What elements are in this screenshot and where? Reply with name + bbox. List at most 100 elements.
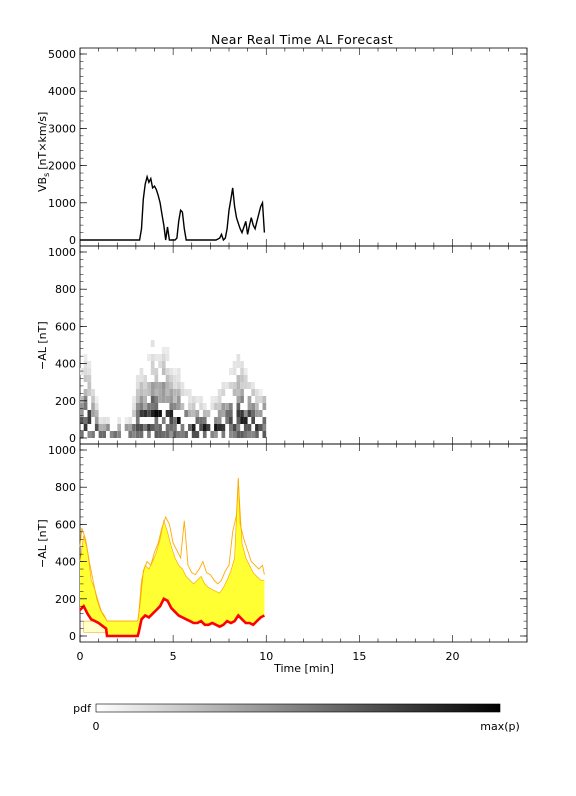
pdf-cell [161,396,166,403]
pdf-cell [184,410,188,417]
pdf-cell [217,410,222,417]
pdf-cell [83,424,88,431]
pdf-cell [217,417,222,424]
pdf-cell [132,431,136,438]
pdf-cell [243,417,248,424]
pdf-cell [83,396,88,403]
pdf-cell [202,410,207,417]
pdf-cell [94,417,99,424]
pdf-cell [135,410,140,417]
pdf-cell [262,417,267,424]
pdf-cell [158,354,162,361]
y-tick-label: 200 [55,593,76,606]
pdf-cell [188,389,192,396]
pdf-cell [217,424,222,431]
pdf-cell [199,403,203,410]
pdf-cell [173,396,177,403]
pdf-cell [258,389,263,396]
pdf-cell [83,361,88,368]
pdf-cell [262,424,267,431]
pdf-cell [247,410,252,417]
pdf-cell [158,361,162,368]
pdf-cell [143,396,147,403]
median-line [79,597,265,638]
pdf-cell [83,403,88,410]
pdf-cell [232,382,237,389]
pdf-cell [243,382,248,389]
y-tick-label: 200 [55,395,76,408]
pdf-cell [229,417,233,424]
colorbar [95,703,501,713]
pdf-cell [91,389,95,396]
pdf-cell [161,361,166,368]
pdf-cell [188,396,192,403]
pdf-cell [240,375,244,382]
pdf-cell [91,410,95,417]
pdf-cell [255,396,259,403]
pdf-cell [161,382,166,389]
pdf-cell [154,410,159,417]
pdf-cell [117,431,121,438]
pdf-cell [150,396,155,403]
pdf-cell [199,424,203,431]
pdf-cell [139,375,144,382]
pdf-cell [169,403,174,410]
pdf-cell [143,375,147,382]
pdf-cell [117,417,121,424]
pdf-cell [232,424,237,431]
pdf-cell [240,431,244,438]
forecast-panel [79,477,265,638]
vbs-panel-frame [79,47,528,247]
pdf-cell [191,410,196,417]
pdf-cell [165,389,170,396]
pdf-cell [221,424,226,431]
pdf-cell [258,424,263,431]
pdf-cell [236,403,241,410]
pdf-cell [195,431,200,438]
pdf-cell [128,417,133,424]
y-tick-label: 1000 [48,246,76,259]
pdf-cell [236,375,241,382]
pdf-cell [83,375,88,382]
pdf-cell [251,431,255,438]
pdf-cell [240,368,244,375]
y-tick-label: 5000 [48,48,76,61]
pdf-cell [128,424,133,431]
pdf-cell [135,396,140,403]
pdf-ylabel: −AL [nT] [36,321,49,370]
pdf-cell [236,389,241,396]
pdf-cell [150,361,155,368]
y-tick-label: 800 [55,481,76,494]
pdf-cell [98,431,103,438]
pdf-cell [106,424,110,431]
colorbar-label: pdf [73,702,92,715]
pdf-cell [236,361,241,368]
pdf-cell [132,424,136,431]
vbs-panel [80,174,266,242]
pdf-cell [236,431,241,438]
pdf-cell [214,431,218,438]
pdf-cell [154,403,159,410]
pdf-cell [232,389,237,396]
pdf-cell [229,424,233,431]
pdf-cell [214,417,218,424]
pdf-cell [135,375,140,382]
pdf-cell [225,403,229,410]
pdf-cell [169,431,174,438]
pdf-cell [139,389,144,396]
pdf-cell [262,396,267,403]
pdf-cell [161,368,166,375]
pdf-cell [240,382,244,389]
vbs-ylabel: VBs[nT×km/s] [36,112,51,192]
pdf-cell [98,417,103,424]
pdf-cell [147,354,151,361]
pdf-cell [240,389,244,396]
pdf-cell [191,396,196,403]
pdf-cell [132,403,136,410]
pdf-cell [255,424,259,431]
pdf-cell [143,424,147,431]
pdf-cell [139,368,144,375]
y-tick-label: 2000 [48,160,76,173]
pdf-cell [135,431,140,438]
pdf-cell [176,382,181,389]
